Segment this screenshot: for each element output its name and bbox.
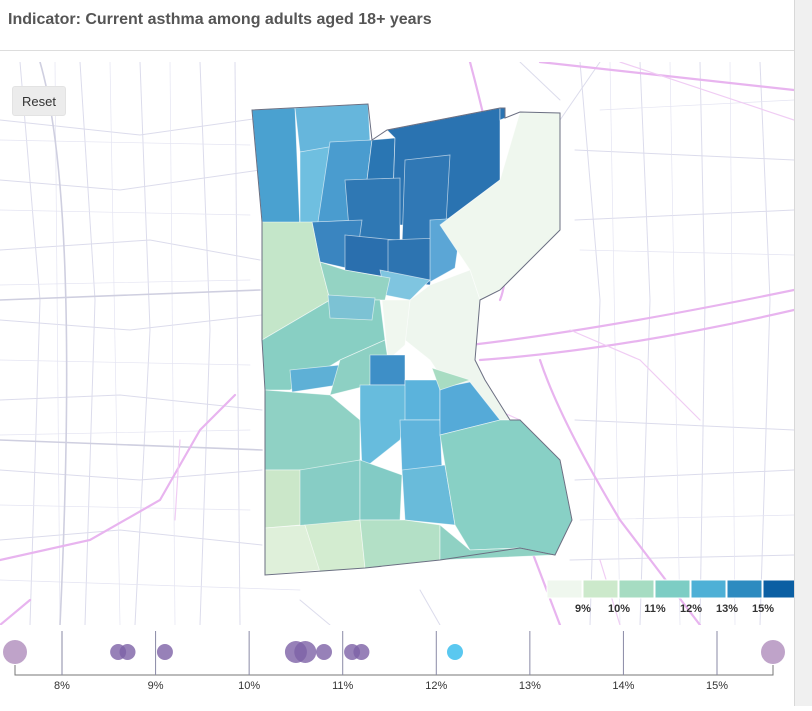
legend-label: 15% <box>752 603 774 615</box>
strip-tick-label: 13% <box>519 680 541 692</box>
legend-swatch <box>726 579 763 599</box>
data-point[interactable] <box>316 644 332 660</box>
selected-point[interactable] <box>447 644 463 660</box>
tract <box>369 354 406 386</box>
distribution-strip[interactable]: 8% 9% 10% 11% 12% 13% 14% 15% <box>0 627 794 706</box>
legend-swatch <box>618 579 655 599</box>
page-title: Indicator: Current asthma among adults a… <box>8 11 432 28</box>
legend-swatch <box>690 579 727 599</box>
tract <box>381 299 411 361</box>
legend-swatch <box>762 579 794 599</box>
legend: 9% 10% 11% 12% 13% 15% <box>546 579 794 615</box>
strip-axis <box>14 665 774 676</box>
tract <box>499 107 506 121</box>
legend-swatch <box>654 579 691 599</box>
map[interactable]: 9% 10% 11% 12% 13% 15% <box>0 62 794 625</box>
data-point[interactable] <box>294 641 317 663</box>
choropleth-tracts[interactable] <box>251 103 573 576</box>
reset-button[interactable]: Reset <box>12 86 66 116</box>
tract <box>251 107 301 231</box>
strip-tick-label: 14% <box>612 680 634 692</box>
tract <box>404 379 441 421</box>
data-point[interactable] <box>156 644 173 660</box>
strip-tick-label: 10% <box>238 680 260 692</box>
tract <box>439 419 573 556</box>
strip-tick-label: 9% <box>148 680 164 692</box>
strip-tick-label: 12% <box>425 680 447 692</box>
legend-swatch <box>582 579 619 599</box>
data-point[interactable] <box>761 640 785 664</box>
strip-tick-label: 8% <box>54 680 70 692</box>
map-canvas[interactable]: 9% 10% 11% 12% 13% 15% <box>0 62 794 625</box>
legend-label: 9% <box>575 603 591 615</box>
strip-tick-label: 11% <box>332 680 353 692</box>
tract <box>299 459 361 529</box>
tract <box>431 367 472 391</box>
legend-label: 10% <box>608 603 630 615</box>
city-boundary <box>251 103 573 576</box>
scrollbar[interactable] <box>794 0 812 706</box>
road-network <box>0 62 794 625</box>
tract <box>327 294 376 321</box>
data-point[interactable] <box>3 640 27 664</box>
data-point[interactable] <box>119 644 136 660</box>
data-point[interactable] <box>353 644 370 660</box>
legend-label: 12% <box>680 603 702 615</box>
strip-tick-label: 15% <box>706 680 728 692</box>
legend-label: 13% <box>716 603 738 615</box>
legend-swatch <box>546 579 583 599</box>
tract <box>264 389 361 471</box>
tract <box>359 459 403 521</box>
header: Indicator: Current asthma among adults a… <box>0 0 794 51</box>
strip-canvas[interactable]: 8% 9% 10% 11% 12% 13% 14% 15% <box>0 627 794 706</box>
legend-label: 11% <box>644 603 666 615</box>
tract <box>319 261 391 301</box>
